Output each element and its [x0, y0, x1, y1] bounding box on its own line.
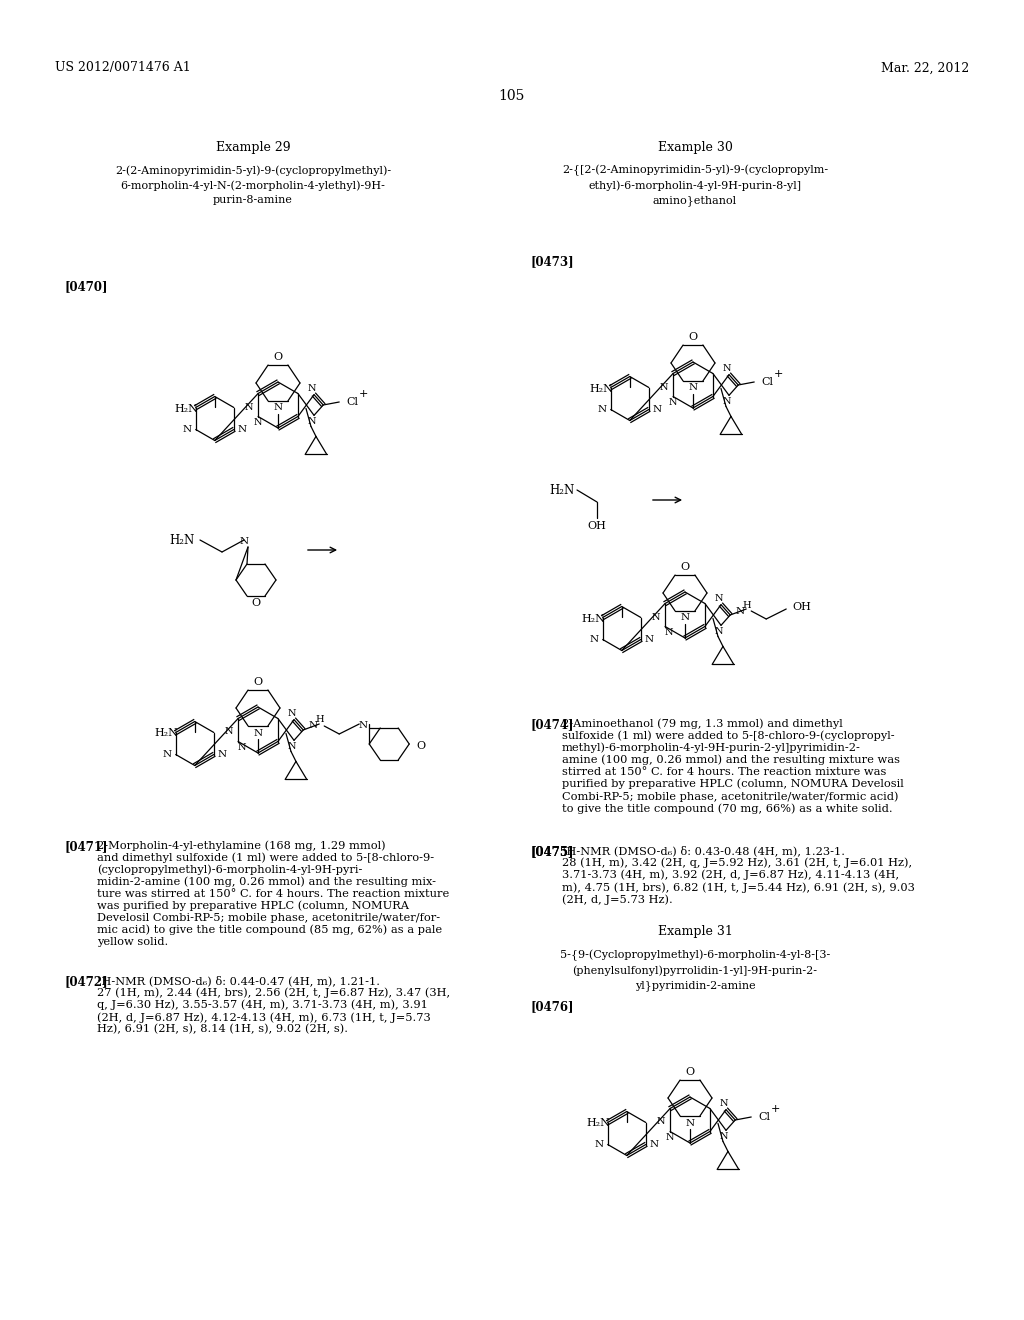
Text: [0473]: [0473]	[530, 255, 573, 268]
Text: [0475]: [0475]	[530, 845, 573, 858]
Text: OH: OH	[793, 602, 811, 612]
Text: 5-{9-(Cyclopropylmethyl)-6-morpholin-4-yl-8-[3-: 5-{9-(Cyclopropylmethyl)-6-morpholin-4-y…	[560, 950, 830, 961]
Text: N: N	[720, 1100, 728, 1109]
Text: Example 31: Example 31	[657, 925, 732, 939]
Text: +: +	[773, 370, 783, 379]
Text: N: N	[308, 384, 316, 393]
Text: [0471]: [0471]	[65, 840, 109, 853]
Text: [0472]: [0472]	[65, 975, 109, 987]
Text: 2-(2-Aminopyrimidin-5-yl)-9-(cyclopropylmethyl)-: 2-(2-Aminopyrimidin-5-yl)-9-(cyclopropyl…	[115, 165, 391, 176]
Text: [0475]: [0475]	[530, 845, 573, 858]
Text: N: N	[680, 614, 689, 623]
Text: Cl: Cl	[346, 397, 358, 407]
Text: N: N	[669, 397, 677, 407]
Text: N: N	[238, 425, 247, 434]
Text: N: N	[240, 536, 249, 545]
Text: 2-Aminoethanol (79 mg, 1.3 mmol) and dimethyl
sulfoxide (1 ml) were added to 5-[: 2-Aminoethanol (79 mg, 1.3 mmol) and dim…	[562, 718, 904, 814]
Text: Mar. 22, 2012: Mar. 22, 2012	[881, 62, 969, 74]
Text: ¹H-NMR (DMSO-d₆) δ: 0.43-0.48 (4H, m), 1.23-1.
28 (1H, m), 3.42 (2H, q, J=5.92 H: ¹H-NMR (DMSO-d₆) δ: 0.43-0.48 (4H, m), 1…	[562, 845, 914, 906]
Text: N: N	[598, 405, 607, 414]
Text: yl}pyrimidin-2-amine: yl}pyrimidin-2-amine	[635, 979, 756, 991]
Text: N: N	[358, 722, 368, 730]
Text: Cl: Cl	[761, 378, 773, 387]
Text: N: N	[665, 628, 674, 636]
Text: OH: OH	[588, 521, 606, 531]
Text: N: N	[735, 606, 744, 615]
Text: 6-morpholin-4-yl-N-(2-morpholin-4-ylethyl)-9H-: 6-morpholin-4-yl-N-(2-morpholin-4-ylethy…	[121, 180, 385, 190]
Text: [0470]: [0470]	[65, 280, 109, 293]
Text: N: N	[254, 417, 262, 426]
Text: amino}ethanol: amino}ethanol	[653, 195, 737, 206]
Text: N: N	[590, 635, 599, 644]
Text: O: O	[416, 741, 425, 751]
Text: N: N	[645, 635, 654, 644]
Text: [0476]: [0476]	[530, 1001, 573, 1012]
Text: +: +	[770, 1104, 780, 1114]
Text: H₂N: H₂N	[175, 404, 199, 413]
Text: ethyl)-6-morpholin-4-yl-9H-purin-8-yl]: ethyl)-6-morpholin-4-yl-9H-purin-8-yl]	[589, 180, 802, 190]
Text: N: N	[224, 727, 233, 737]
Text: N: N	[308, 722, 317, 730]
Text: H₂N: H₂N	[550, 483, 575, 496]
Text: N: N	[656, 1118, 665, 1126]
Text: Example 29: Example 29	[216, 141, 291, 154]
Text: N: N	[273, 404, 283, 412]
Text: N: N	[723, 397, 731, 405]
Text: N: N	[666, 1133, 674, 1142]
Text: N: N	[238, 743, 247, 752]
Text: (phenylsulfonyl)pyrrolidin-1-yl]-9H-purin-2-: (phenylsulfonyl)pyrrolidin-1-yl]-9H-puri…	[572, 965, 817, 975]
Text: H₂N: H₂N	[155, 729, 179, 738]
Text: Example 30: Example 30	[657, 141, 732, 154]
Text: N: N	[685, 1118, 694, 1127]
Text: N: N	[163, 750, 172, 759]
Text: Cl: Cl	[758, 1111, 770, 1122]
Text: N: N	[182, 425, 191, 434]
Text: purin-8-amine: purin-8-amine	[213, 195, 293, 205]
Text: N: N	[288, 742, 296, 751]
Text: N: N	[688, 384, 697, 392]
Text: H₂N: H₂N	[582, 614, 606, 623]
Text: N: N	[651, 612, 660, 622]
Text: O: O	[685, 1067, 694, 1077]
Text: N: N	[308, 417, 316, 426]
Text: O: O	[688, 333, 697, 342]
Text: N: N	[723, 364, 731, 374]
Text: N: N	[715, 594, 723, 603]
Text: 2-{[2-(2-Aminopyrimidin-5-yl)-9-(cyclopropylm-: 2-{[2-(2-Aminopyrimidin-5-yl)-9-(cyclopr…	[562, 165, 828, 177]
Text: N: N	[715, 627, 723, 636]
Text: O: O	[680, 562, 689, 572]
Text: 105: 105	[499, 88, 525, 103]
Text: N: N	[218, 750, 227, 759]
Text: +: +	[358, 389, 368, 399]
Text: O: O	[253, 677, 262, 686]
Text: H: H	[316, 715, 325, 725]
Text: H₂N: H₂N	[590, 384, 613, 393]
Text: US 2012/0071476 A1: US 2012/0071476 A1	[55, 62, 190, 74]
Text: N: N	[653, 405, 662, 414]
Text: N: N	[245, 403, 253, 412]
Text: N: N	[659, 383, 668, 392]
Text: [0474]: [0474]	[530, 718, 573, 731]
Text: 2-Morpholin-4-yl-ethylamine (168 mg, 1.29 mmol)
and dimethyl sulfoxide (1 ml) we: 2-Morpholin-4-yl-ethylamine (168 mg, 1.2…	[97, 840, 450, 946]
Text: N: N	[288, 709, 296, 718]
Text: H₂N: H₂N	[170, 533, 195, 546]
Text: H₂N: H₂N	[587, 1118, 610, 1129]
Text: N: N	[253, 729, 262, 738]
Text: N: N	[720, 1131, 728, 1140]
Text: H: H	[742, 601, 752, 610]
Text: N: N	[650, 1140, 659, 1148]
Text: O: O	[273, 352, 283, 362]
Text: O: O	[252, 598, 260, 609]
Text: N: N	[595, 1140, 604, 1148]
Text: ¹H-NMR (DMSO-d₆) δ: 0.44-0.47 (4H, m), 1.21-1.
27 (1H, m), 2.44 (4H, brs), 2.56 : ¹H-NMR (DMSO-d₆) δ: 0.44-0.47 (4H, m), 1…	[97, 975, 451, 1035]
